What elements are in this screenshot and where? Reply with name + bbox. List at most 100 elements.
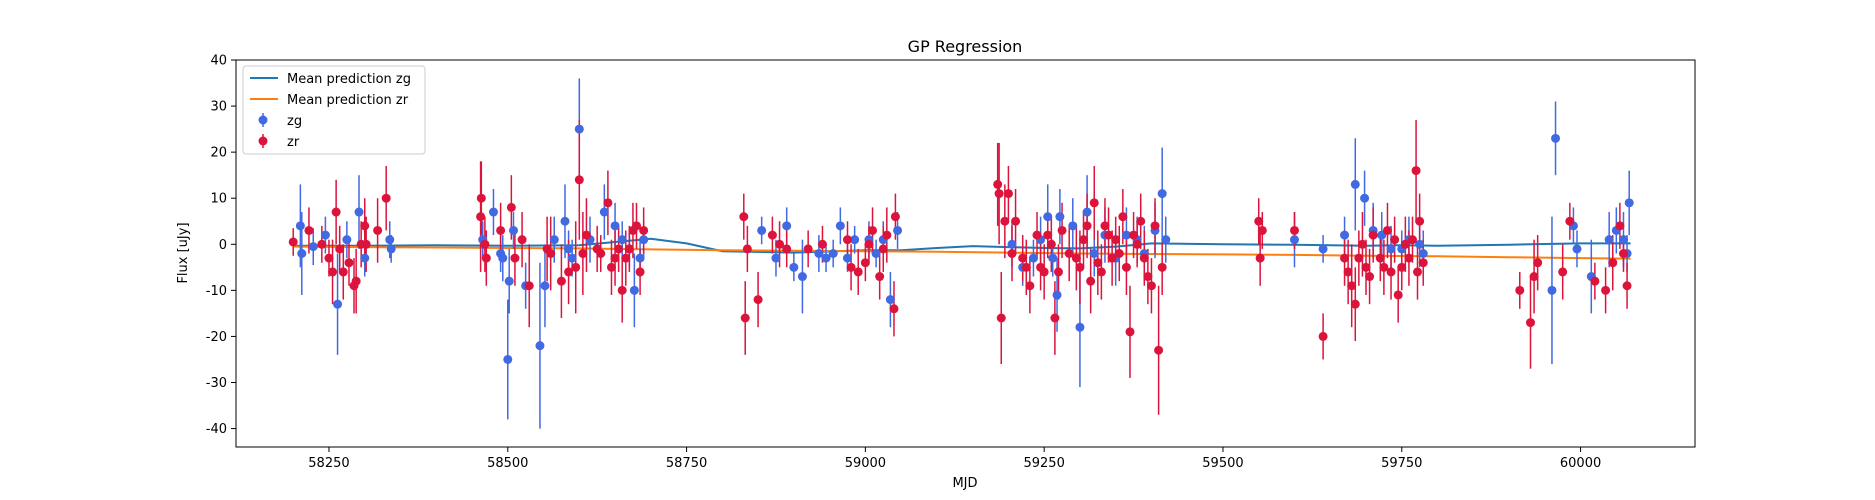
zg-point: [1121, 230, 1131, 240]
zr-point: [1393, 290, 1403, 300]
zr-point: [1622, 281, 1632, 291]
zg-point: [893, 225, 903, 235]
zr-point: [288, 237, 298, 247]
x-tick-label: 60000: [1560, 456, 1601, 471]
plot-frame: [235, 59, 1696, 448]
zr-point: [889, 304, 899, 314]
zr-point: [1050, 313, 1060, 323]
y-tick-label: 10: [210, 192, 227, 207]
zr-point: [1129, 230, 1139, 240]
zg-point: [599, 207, 609, 217]
zg-point: [308, 242, 318, 252]
zr-point: [1100, 221, 1110, 231]
zg-point: [385, 235, 395, 245]
zr-point: [1093, 258, 1103, 268]
zr-point: [817, 239, 827, 249]
zg-point: [1161, 235, 1171, 245]
zg-point: [1386, 244, 1396, 254]
zr-point: [1418, 258, 1428, 268]
zr-point: [338, 267, 348, 277]
zr-point: [621, 253, 631, 263]
x-tick-label: 59500: [1202, 456, 1243, 471]
zr-point: [1361, 262, 1371, 272]
zg-point: [1350, 179, 1360, 189]
zg-point: [1604, 235, 1614, 245]
y-axis-ticks: -40 -30 -20 -10 0 10 20 30 40: [206, 54, 236, 437]
zr-point: [610, 253, 620, 263]
zr-point: [1407, 235, 1417, 245]
zr-point: [1343, 267, 1353, 277]
zr-point: [740, 313, 750, 323]
zr-point: [1354, 253, 1364, 263]
zr-point: [1529, 272, 1539, 282]
zr-point: [782, 244, 792, 254]
chart-title: GP Regression: [908, 37, 1023, 56]
zr-point: [324, 253, 334, 263]
zr-point: [617, 285, 627, 295]
zr-point: [517, 235, 527, 245]
zr-point: [1375, 253, 1385, 263]
zr-point: [1357, 239, 1367, 249]
zg-point: [828, 249, 838, 258]
zr-point: [1003, 189, 1013, 199]
zg-point: [1572, 244, 1582, 254]
zr-point: [614, 244, 624, 254]
zr-point: [1086, 276, 1096, 286]
zr-point: [635, 267, 645, 277]
zr-point: [753, 295, 763, 305]
zr-point: [574, 175, 584, 185]
zr-point: [1118, 212, 1128, 222]
zr-point: [878, 244, 888, 254]
zr-point: [864, 239, 874, 249]
zr-point: [1043, 230, 1053, 240]
zr-point: [1079, 235, 1089, 245]
zg-point: [574, 124, 584, 134]
x-tick-label: 59250: [1023, 456, 1064, 471]
zr-point: [1411, 166, 1421, 176]
zg-point: [1048, 253, 1058, 263]
zr-point: [853, 267, 863, 277]
zg-point: [503, 354, 513, 364]
zr-point: [994, 189, 1004, 199]
zr-point: [1365, 272, 1375, 282]
zg-point: [842, 253, 852, 263]
zr-point: [1350, 299, 1360, 309]
zr-point: [1071, 253, 1081, 263]
zr-point: [1082, 221, 1092, 231]
zr-point: [1340, 253, 1350, 263]
zr-point: [775, 239, 785, 249]
zg-point: [821, 253, 831, 263]
zr-point: [1114, 249, 1124, 258]
zr-point: [1143, 272, 1153, 282]
legend-label-zg: zg: [287, 114, 302, 129]
zg-point: [1618, 235, 1628, 245]
zg-point: [1340, 230, 1350, 240]
zr-point: [639, 225, 649, 235]
y-axis-label: Flux [uJy]: [176, 222, 191, 283]
zr-point: [1057, 225, 1067, 235]
zr-point: [1615, 221, 1625, 231]
zg-point: [320, 230, 330, 240]
zg-point: [610, 221, 620, 231]
legend-box: [242, 65, 426, 155]
zr-point: [476, 212, 486, 222]
zr-point: [1257, 225, 1267, 235]
zg-point: [560, 216, 570, 226]
zr-point: [546, 249, 556, 258]
zr-point: [304, 225, 314, 235]
zr-point: [1526, 318, 1536, 328]
zg-point: [564, 244, 574, 254]
zr-point: [1007, 249, 1017, 258]
y-tick-label: 20: [210, 146, 227, 161]
zg-point: [1052, 290, 1062, 300]
zg-point: [1082, 207, 1092, 217]
zr-point: [1064, 249, 1074, 258]
legend-label-zr: zr: [287, 135, 300, 150]
zr-point: [361, 239, 371, 249]
zr-point: [1254, 216, 1264, 226]
zr-point: [381, 193, 391, 203]
zg-point: [567, 253, 577, 263]
zg-point: [629, 285, 639, 295]
zg-point: [885, 295, 895, 305]
